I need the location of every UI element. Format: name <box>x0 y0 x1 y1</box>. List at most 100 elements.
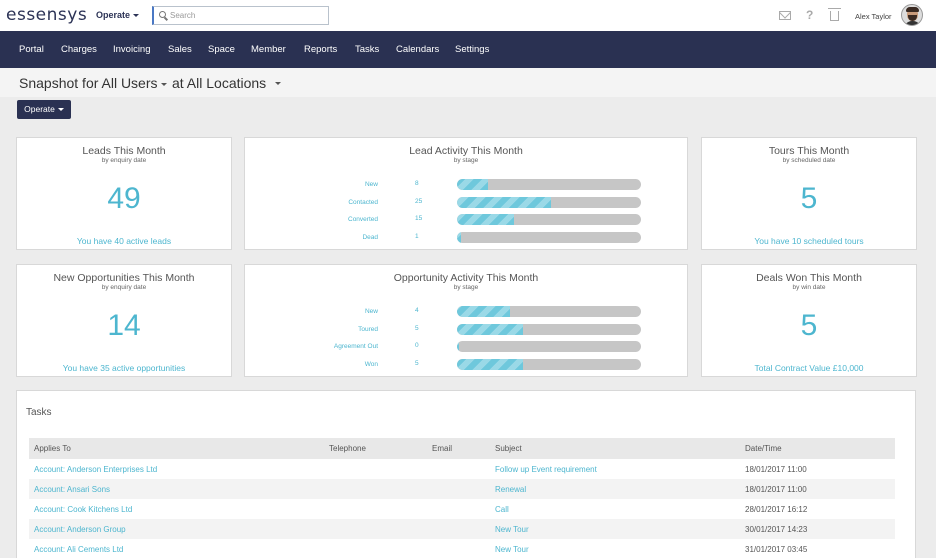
operate-button-label: Operate <box>24 104 55 114</box>
card-subtitle: by scheduled date <box>782 157 836 164</box>
card-title: Lead Activity This Month <box>409 145 523 157</box>
activity-bar-fill <box>457 179 489 190</box>
card-title: New Opportunities This Month <box>53 272 195 284</box>
contract-value-link[interactable]: Total Contract Value £10,000 <box>754 363 864 373</box>
activity-bar-fill <box>457 358 524 370</box>
help-icon[interactable]: ? <box>806 8 814 22</box>
tasks-title: Tasks <box>26 407 52 418</box>
chevron-down-icon <box>57 108 64 112</box>
avatar-beard <box>908 15 917 21</box>
datetime-cell: 30/01/2017 14:23 <box>745 525 808 534</box>
applies-to-link[interactable]: Account: Anderson Group <box>34 525 126 534</box>
activity-stage-label[interactable]: Contacted <box>348 198 378 206</box>
subject-link[interactable]: Follow up Event requirement <box>495 465 597 474</box>
table-row[interactable]: Account: Cook Kitchens Ltd Call 28/01/2017… <box>29 499 895 519</box>
table-row[interactable]: Account: Anderson Enterprises Ltd Follow … <box>29 459 895 479</box>
card-subtitle: by stage <box>453 157 479 164</box>
activity-stage-label[interactable]: New <box>364 181 378 188</box>
nav-item-calendars[interactable]: Calendars <box>396 44 440 55</box>
activity-row: New 4 <box>245 306 687 318</box>
chevron-down-icon[interactable] <box>275 82 281 85</box>
activity-stage-label[interactable]: Converted <box>348 216 378 223</box>
opportunity-activity-card: Opportunity Activity This Month by stage… <box>244 264 688 377</box>
activity-stage-count: 8 <box>415 180 419 187</box>
activity-stage-label[interactable]: Won <box>364 360 378 368</box>
activity-bar-track <box>457 214 641 225</box>
operate-button[interactable]: Operate <box>17 100 71 119</box>
subject-link[interactable]: New Tour <box>495 525 529 534</box>
operate-dropdown[interactable]: Operate <box>96 10 140 20</box>
activity-stage-label[interactable]: Toured <box>358 325 378 333</box>
nav-item-member[interactable]: Member <box>251 44 286 55</box>
search-box[interactable] <box>152 6 329 25</box>
active-leads-link[interactable]: You have 40 active leads <box>76 236 172 246</box>
nav-item-space[interactable]: Space <box>208 44 235 55</box>
table-row[interactable]: Account: Anderson Group New Tour 30/01/201… <box>29 519 895 539</box>
main-nav: Portal Charges Invoicing Sales Space Mem… <box>0 31 936 68</box>
activity-stage-count: 5 <box>415 324 419 332</box>
applies-to-link[interactable]: Account: Ali Cements Ltd <box>34 545 124 554</box>
activity-row: Agreement Out 0 <box>245 341 687 353</box>
tours-card: Tours This Month by scheduled date 5 You… <box>701 137 917 250</box>
activity-bar-track <box>457 231 641 243</box>
nav-item-invoicing[interactable]: Invoicing <box>113 44 151 55</box>
active-opportunities-link[interactable]: You have 35 active opportunities <box>62 363 186 373</box>
lead-activity-card: Lead Activity This Month by stage New 8 Co… <box>244 137 688 250</box>
table-row[interactable]: Account: Ansari Sons Renewal 18/01/2017 11… <box>29 479 895 499</box>
activity-bar-fill <box>457 196 551 208</box>
opportunities-count: 14 <box>107 309 141 342</box>
card-subtitle: by enquiry date <box>101 157 147 164</box>
activity-row: Won 5 <box>245 358 687 371</box>
user-name[interactable]: Alex Taylor <box>855 12 892 21</box>
card-subtitle: by enquiry date <box>101 284 147 291</box>
activity-stage-count: 25 <box>415 197 423 205</box>
column-subject[interactable]: Subject <box>495 444 522 453</box>
activity-bar-fill <box>457 323 524 335</box>
table-row[interactable]: Account: Ali Cements Ltd New Tour 31/01/20… <box>29 539 895 558</box>
nav-item-reports[interactable]: Reports <box>304 44 338 55</box>
activity-bar-track <box>457 306 641 317</box>
column-email[interactable]: Email <box>432 444 453 453</box>
activity-row: Dead 1 <box>245 231 689 244</box>
activity-stage-count: 5 <box>415 359 419 367</box>
avatar-face <box>907 8 918 21</box>
deals-card: Deals Won This Month by win date 5 Total… <box>701 264 917 377</box>
nav-item-tasks[interactable]: Tasks <box>355 44 380 55</box>
column-datetime[interactable]: Date/Time <box>745 444 782 453</box>
activity-bar-track <box>457 179 641 190</box>
datetime-cell: 31/01/2017 03:45 <box>745 545 808 554</box>
applies-to-link[interactable]: Account: Cook Kitchens Ltd <box>34 505 133 514</box>
tasks-table-header: Applies To Telephone Email Subject Date/… <box>29 438 895 459</box>
column-telephone[interactable]: Telephone <box>329 444 366 453</box>
nav-item-charges[interactable]: Charges <box>61 44 97 55</box>
datetime-cell: 18/01/2017 11:00 <box>745 465 807 474</box>
trash-icon[interactable] <box>828 8 841 21</box>
tasks-panel: Tasks Applies To Telephone Email Subject… <box>16 390 916 558</box>
column-applies-to[interactable]: Applies To <box>34 444 71 453</box>
location-selector[interactable]: at All Locations <box>161 75 266 91</box>
leads-card: Leads This Month by enquiry date 49 You … <box>16 137 232 250</box>
nav-item-sales[interactable]: Sales <box>168 44 192 55</box>
nav-item-settings[interactable]: Settings <box>455 44 490 55</box>
search-input[interactable] <box>170 9 325 22</box>
subject-link[interactable]: New Tour <box>495 545 529 554</box>
subject-link[interactable]: Call <box>495 505 509 514</box>
applies-to-link[interactable]: Account: Anderson Enterprises Ltd <box>34 465 158 474</box>
activity-stage-label[interactable]: Dead <box>362 233 378 241</box>
activity-stage-label[interactable]: Agreement Out <box>333 343 378 350</box>
datetime-cell: 18/01/2017 11:00 <box>745 485 807 494</box>
scheduled-tours-link[interactable]: You have 10 scheduled tours <box>754 236 864 246</box>
opportunities-card: New Opportunities This Month by enquiry … <box>16 264 232 377</box>
activity-bar-track <box>457 341 641 352</box>
avatar[interactable] <box>901 4 923 26</box>
subject-link[interactable]: Renewal <box>495 485 527 494</box>
mail-icon[interactable] <box>779 11 791 20</box>
location-label: at All Locations <box>172 75 267 91</box>
nav-item-portal[interactable]: Portal <box>19 44 44 55</box>
applies-to-link[interactable]: Account: Ansari Sons <box>34 485 111 494</box>
activity-bar-track <box>457 196 641 208</box>
activity-stage-label[interactable]: New <box>364 308 378 315</box>
essensys-logo[interactable]: essensys <box>6 5 88 25</box>
card-title: Deals Won This Month <box>756 272 862 284</box>
activity-row: Toured 5 <box>245 323 687 336</box>
